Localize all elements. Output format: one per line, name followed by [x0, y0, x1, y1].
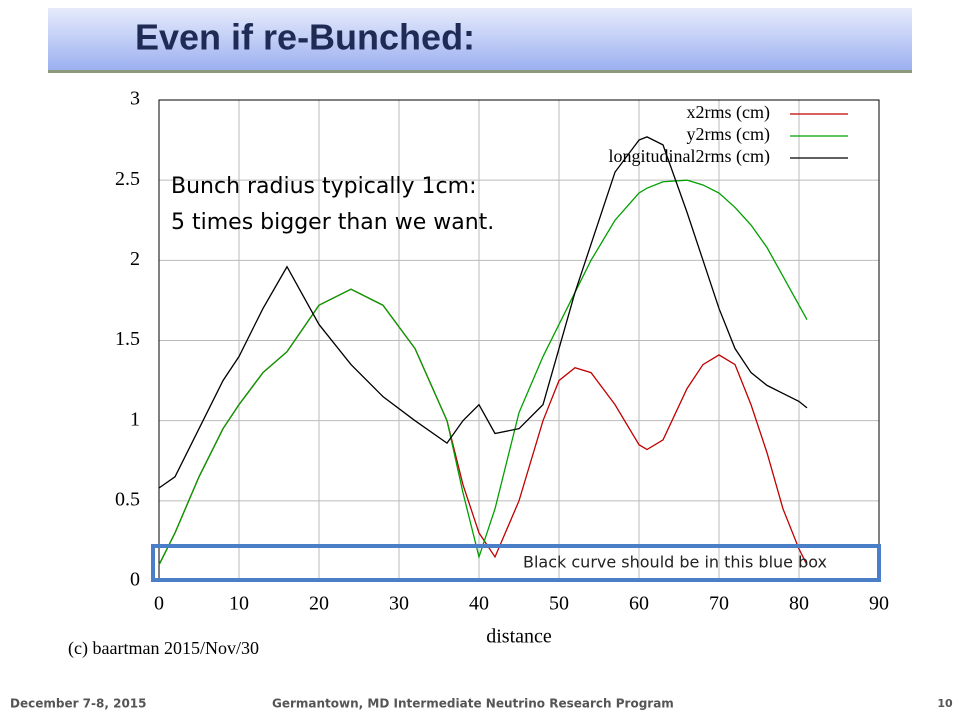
header-rule [48, 70, 912, 73]
y-tick-label: 1.5 [115, 328, 140, 350]
series-line [158, 136, 808, 489]
x-tick-label: 10 [229, 593, 249, 615]
footer-date: December 7-8, 2015 [10, 697, 147, 711]
page-number: 10 [937, 697, 953, 710]
header-band [48, 8, 912, 72]
annotation: Bunch radius typically 1cm: [171, 174, 477, 199]
x-tick-label: 70 [709, 593, 729, 615]
y-tick-label: 1 [130, 408, 140, 430]
x-tick-label: 60 [629, 593, 649, 615]
x-tick-label: 50 [549, 593, 569, 615]
y-tick-label: 3 [130, 88, 140, 110]
legend-label: y2rms (cm) [687, 124, 770, 145]
x-tick-label: 80 [789, 593, 809, 615]
y-tick-label: 0 [130, 569, 140, 591]
annotation: Black curve should be in this blue box [523, 553, 827, 572]
slide-title: Even if re-Bunched: [135, 17, 475, 58]
y-tick-label: 0.5 [115, 488, 140, 510]
annotation: 5 times bigger than we want. [171, 210, 494, 235]
x-tick-label: 30 [389, 593, 409, 615]
legend-label: longitudinal2rms (cm) [609, 146, 770, 167]
x-tick-label: 40 [469, 593, 489, 615]
annotation: (c) baartman 2015/Nov/30 [68, 638, 259, 659]
target-box [151, 544, 881, 582]
x-tick-label: 20 [309, 593, 329, 615]
x-tick-label: 90 [869, 593, 889, 615]
legend-label: x2rms (cm) [687, 102, 770, 123]
y-tick-label: 2 [130, 248, 140, 270]
x-axis-label: distance [486, 626, 552, 648]
footer-event: Germantown, MD Intermediate Neutrino Res… [272, 697, 674, 711]
series-line [158, 179, 808, 566]
plot: 0 10 20 30 40 50 60 70 80 90 0 0.5 1 1.5 2 2.5 3 distance… [68, 88, 889, 660]
x-tick-label: 0 [154, 593, 164, 615]
y-tick-label: 2.5 [115, 168, 140, 190]
series-line [158, 288, 808, 566]
